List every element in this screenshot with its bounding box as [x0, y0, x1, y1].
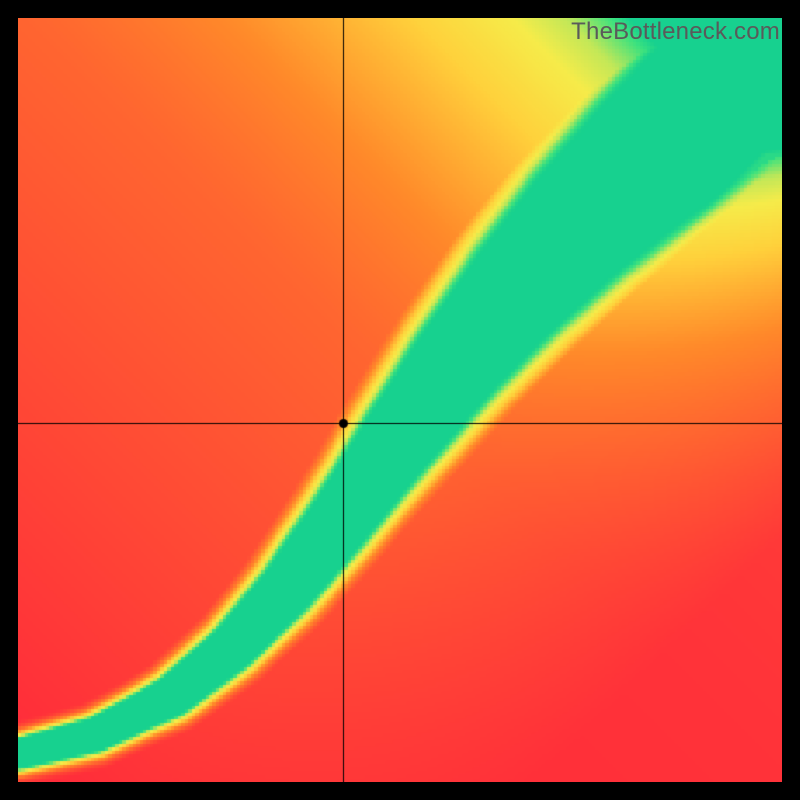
- watermark-label: TheBottleneck.com: [571, 18, 780, 46]
- crosshair-canvas: [18, 18, 782, 782]
- chart-stage: TheBottleneck.com: [0, 0, 800, 800]
